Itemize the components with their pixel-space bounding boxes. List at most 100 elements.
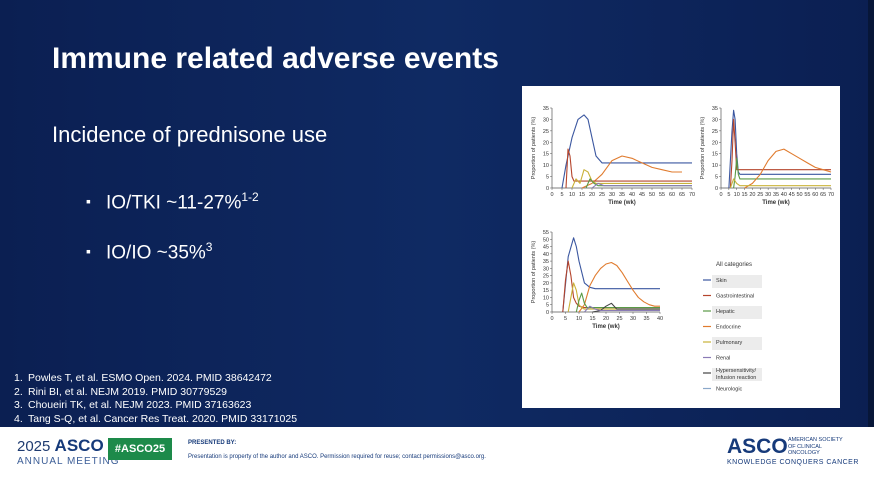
- x-tick-label: 35: [643, 316, 649, 322]
- x-tick-label: 40: [781, 192, 787, 198]
- bullet-ref: 3: [205, 240, 213, 254]
- x-tick-label: 0: [550, 192, 553, 198]
- x-tick-label: 30: [609, 192, 615, 198]
- x-tick-label: 55: [659, 192, 665, 198]
- y-tick-label: 55: [543, 230, 549, 236]
- series-line: [728, 109, 831, 189]
- y-tick-label: 0: [715, 186, 718, 192]
- bullet-io-tki: IO/TKI ~11-27%1-2: [86, 190, 259, 240]
- y-tick-label: 10: [712, 163, 718, 169]
- x-tick-label: 45: [639, 192, 645, 198]
- legend-label: Renal: [716, 356, 730, 362]
- y-tick-label: 35: [712, 106, 718, 112]
- x-tick-label: 50: [649, 192, 655, 198]
- x-tick-label: 35: [619, 192, 625, 198]
- reference-num: 4.: [14, 412, 23, 425]
- x-tick-label: 45: [789, 192, 795, 198]
- y-tick-label: 35: [543, 259, 549, 265]
- asco-logo: ASCO: [727, 435, 788, 458]
- series-line: [591, 182, 692, 189]
- tagline: KNOWLEDGE CONQUERS CANCER: [727, 459, 859, 466]
- series-line: [565, 148, 692, 189]
- series-line: [729, 178, 831, 189]
- reference-item: 2. Rini BI, et al. NEJM 2019. PMID 307795…: [14, 386, 297, 400]
- x-tick-label: 40: [657, 316, 663, 322]
- y-tick-label: 5: [546, 175, 549, 181]
- x-tick-label: 25: [599, 192, 605, 198]
- x-axis-label: Time (wk): [608, 200, 636, 206]
- y-tick-label: 0: [546, 186, 549, 192]
- bullet-io-io: IO/IO ~35%3: [86, 240, 259, 290]
- legend-label: Gastrointestinal: [716, 294, 754, 300]
- legend-row-bg: [712, 275, 762, 288]
- y-tick-label: 50: [543, 237, 549, 243]
- x-axis-label: Time (wk): [762, 200, 790, 206]
- presented-by-label: PRESENTED BY:: [188, 440, 237, 446]
- x-tick-label: 20: [603, 316, 609, 322]
- series-line: [561, 114, 692, 189]
- y-tick-label: 35: [543, 106, 549, 112]
- legend-label: Endocrine: [716, 325, 741, 331]
- y-tick-label: 25: [543, 129, 549, 135]
- disclaimer-text: Presentation is property of the author a…: [188, 454, 486, 460]
- y-axis-label: Proportion of patients (%): [531, 241, 537, 304]
- hashtag-badge: #ASCO25: [108, 438, 172, 460]
- bullet-ref: 1-2: [241, 190, 259, 204]
- reference-item: 4. Tang S-Q, et al. Cancer Res Treat. 202…: [14, 413, 297, 427]
- x-tick-label: 5: [560, 192, 563, 198]
- x-tick-label: 10: [576, 316, 582, 322]
- x-tick-label: 5: [564, 316, 567, 322]
- bullet-list: IO/TKI ~11-27%1-2 IO/IO ~35%3: [86, 190, 259, 290]
- x-tick-label: 10: [734, 192, 740, 198]
- x-tick-label: 15: [589, 316, 595, 322]
- series-line: [733, 157, 831, 189]
- x-tick-label: 70: [828, 192, 834, 198]
- x-tick-label: 25: [757, 192, 763, 198]
- legend-label: Neurologic: [716, 387, 743, 393]
- y-tick-label: 5: [546, 303, 549, 309]
- y-axis-label: Proportion of patients (%): [531, 117, 537, 180]
- y-tick-label: 10: [543, 163, 549, 169]
- y-axis-label: Proportion of patients (%): [700, 117, 706, 180]
- y-tick-label: 15: [543, 288, 549, 294]
- slide: Immune related adverse events Incidence …: [0, 0, 874, 427]
- legend-row-bg: [712, 368, 762, 381]
- slide-subtitle: Incidence of prednisone use: [52, 122, 328, 147]
- chart-figure: 0 5 10 15 20 25 30 35 0 5 10 15 20 25 30 35 40 45 50 55 60 65…: [522, 86, 840, 408]
- series-line: [578, 261, 660, 313]
- x-tick-label: 65: [820, 192, 826, 198]
- x-tick-label: 10: [569, 192, 575, 198]
- x-tick-label: 65: [679, 192, 685, 198]
- series-line: [575, 292, 660, 313]
- legend-label: Hepatic: [716, 309, 735, 315]
- y-tick-label: 20: [543, 281, 549, 287]
- reference-text: Tang S-Q, et al. Cancer Res Treat. 2020.…: [28, 412, 298, 425]
- legend-title: All categories: [716, 262, 752, 268]
- x-tick-label: 60: [812, 192, 818, 198]
- y-tick-label: 45: [543, 245, 549, 251]
- asco-text: ASCO: [54, 436, 104, 455]
- reference-text: Rini BI, et al. NEJM 2019. PMID 30779529: [28, 385, 228, 398]
- x-tick-label: 15: [579, 192, 585, 198]
- series-line: [581, 155, 682, 189]
- y-tick-label: 20: [543, 140, 549, 146]
- x-tick-label: 30: [765, 192, 771, 198]
- legend-row-bg: [712, 337, 762, 350]
- legend-row-bg: [712, 306, 762, 319]
- reference-num: 2.: [14, 385, 23, 398]
- footer: 2025 ASCO ANNUAL MEETING #ASCO25 PRESENT…: [0, 427, 874, 488]
- legend-label: Hypersensitivity/: [716, 368, 757, 374]
- reference-text: Powles T, et al. ESMO Open. 2024. PMID 3…: [28, 372, 272, 384]
- series-line: [744, 148, 832, 189]
- legend-label: Pulmonary: [716, 340, 743, 346]
- reference-item: 3. Choueiri TK, et al. NEJM 2023. PMID 37…: [14, 399, 297, 413]
- x-tick-label: 25: [616, 316, 622, 322]
- x-axis-label: Time (wk): [592, 324, 620, 330]
- bullet-text: IO/TKI ~11-27%: [106, 192, 242, 214]
- y-tick-label: 30: [543, 117, 549, 123]
- reference-num: 3.: [14, 399, 23, 411]
- x-tick-label: 5: [727, 192, 730, 198]
- x-tick-label: 60: [669, 192, 675, 198]
- y-tick-label: 20: [712, 140, 718, 146]
